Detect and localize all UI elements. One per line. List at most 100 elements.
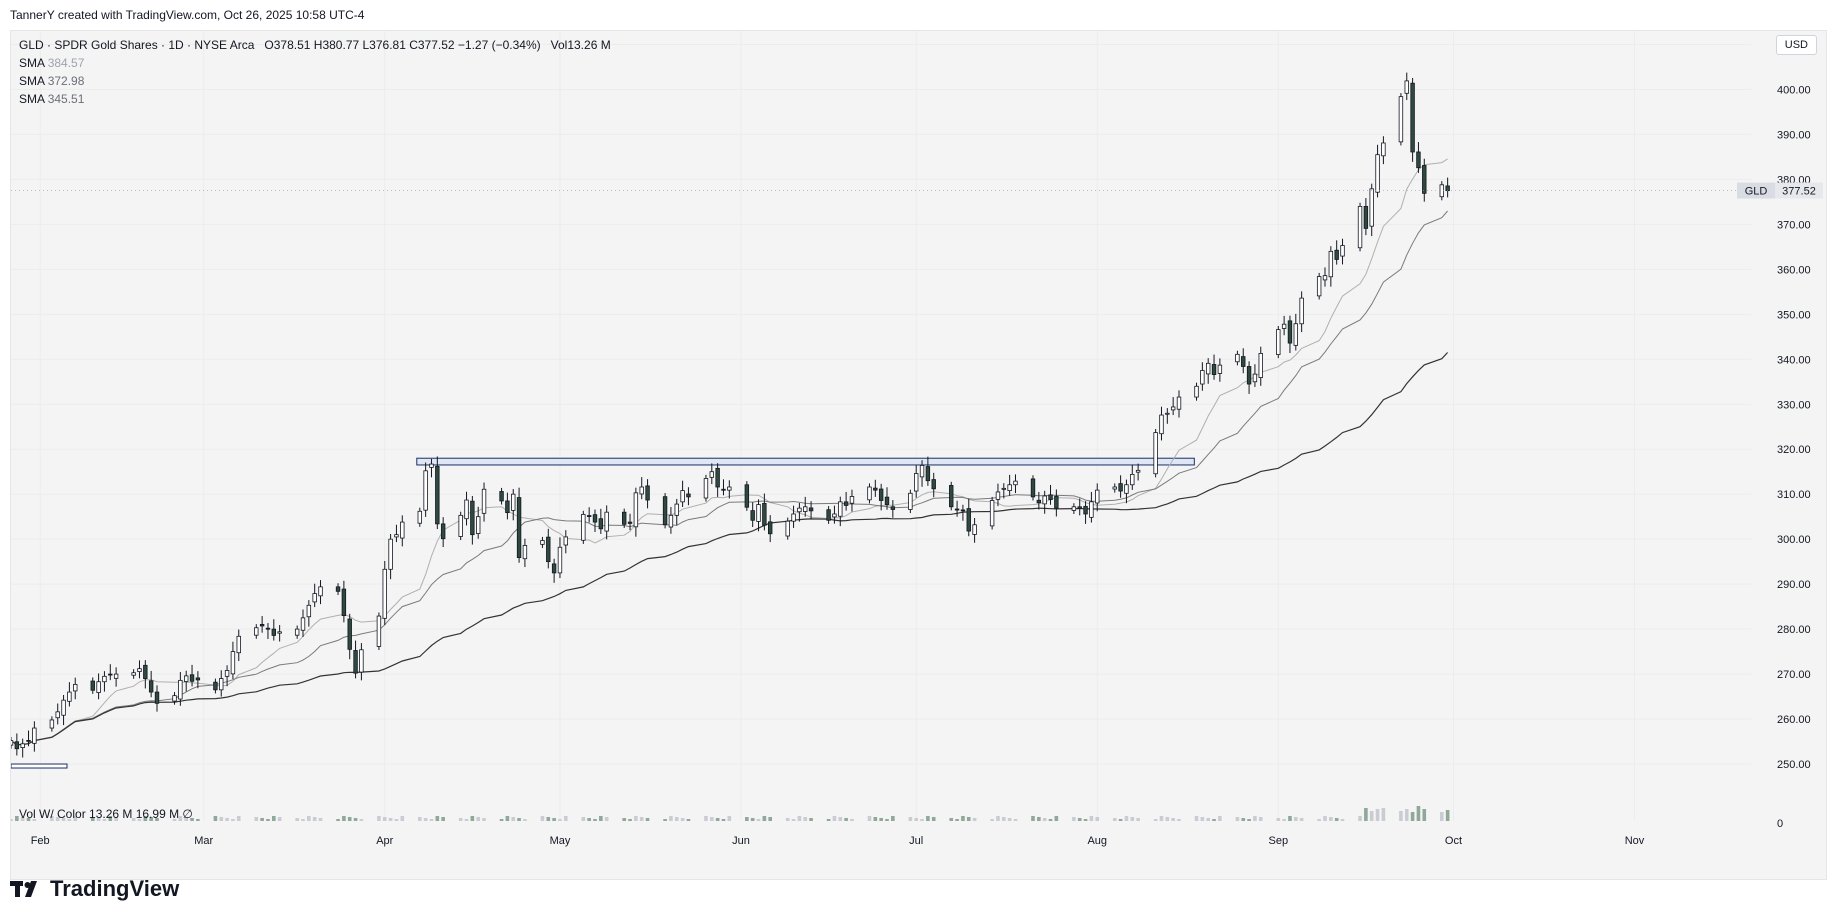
candle-body bbox=[265, 627, 271, 630]
candle-body bbox=[686, 493, 691, 498]
volume-bar bbox=[961, 816, 965, 821]
volume-bar bbox=[73, 816, 78, 821]
candle bbox=[803, 496, 808, 517]
candle bbox=[1416, 142, 1421, 173]
author-line: TannerY created with TradingView.com, Oc… bbox=[10, 8, 365, 22]
candle-body bbox=[826, 509, 831, 521]
candle bbox=[586, 507, 592, 523]
candle-body bbox=[1287, 320, 1293, 344]
candle bbox=[1153, 428, 1158, 478]
sma-legend-1[interactable]: SMA 384.57 bbox=[19, 54, 611, 72]
volume-bar bbox=[108, 816, 113, 821]
volume-bar bbox=[622, 818, 626, 821]
candle-body bbox=[131, 672, 136, 676]
candle-body bbox=[884, 496, 890, 505]
candle-body bbox=[49, 719, 55, 729]
candle-body bbox=[1211, 364, 1217, 375]
price-chart[interactable]: 250.00 260.00 270.00 280.00 290.00 300.00 310.… bbox=[11, 31, 1826, 879]
candle-body bbox=[914, 473, 919, 492]
candle-body bbox=[1322, 275, 1328, 281]
candle-body bbox=[481, 488, 487, 514]
candle-body bbox=[1001, 487, 1006, 490]
volume-bar bbox=[1118, 819, 1123, 821]
candle-body bbox=[1340, 245, 1345, 257]
candle bbox=[1241, 348, 1246, 374]
x-tick-label: Jun bbox=[732, 835, 750, 847]
volume-bar bbox=[429, 819, 434, 821]
chart-pane[interactable]: 250.00 260.00 270.00 280.00 290.00 300.00 310.… bbox=[10, 30, 1827, 880]
candle bbox=[458, 511, 463, 541]
candle-body bbox=[1042, 495, 1047, 505]
volume-bar bbox=[1247, 819, 1251, 821]
candle-body bbox=[803, 506, 808, 512]
candle-body bbox=[954, 508, 960, 511]
volume-bar bbox=[482, 818, 486, 821]
candle bbox=[1322, 267, 1328, 287]
sma-legend-3[interactable]: SMA 345.51 bbox=[19, 90, 611, 108]
candle bbox=[960, 504, 966, 521]
x-tick-label: Mar bbox=[194, 835, 213, 847]
candle-body bbox=[1054, 495, 1059, 509]
candle-body bbox=[1048, 494, 1053, 500]
volume-legend[interactable]: Vol W/ Color 13.26 M 16.99 M ∅ bbox=[19, 807, 193, 821]
candle bbox=[359, 643, 364, 681]
volume-bar bbox=[55, 817, 60, 821]
candle-body bbox=[557, 546, 563, 574]
candle bbox=[1001, 483, 1006, 499]
candle-body bbox=[762, 503, 767, 526]
candle bbox=[668, 507, 674, 534]
candle bbox=[762, 493, 767, 531]
tradingview-logo[interactable]: TradingView bbox=[10, 876, 179, 902]
volume-value: Vol13.26 M bbox=[550, 38, 611, 52]
y-tick-label: 270.00 bbox=[1777, 669, 1811, 681]
candle-body bbox=[1334, 249, 1339, 260]
volume-bar bbox=[599, 816, 603, 821]
candle-body bbox=[563, 536, 568, 546]
candle-body bbox=[306, 604, 312, 618]
candle bbox=[400, 515, 405, 547]
volume-bar bbox=[272, 816, 276, 821]
candle-body bbox=[931, 479, 936, 490]
candle-body bbox=[1246, 366, 1252, 385]
candle bbox=[347, 613, 352, 660]
candle-body bbox=[277, 631, 282, 634]
chart-legend: GLD · SPDR Gold Shares · 1D · NYSE Arca … bbox=[19, 36, 611, 108]
candle bbox=[32, 721, 37, 752]
currency-selector[interactable]: USD bbox=[1775, 35, 1817, 55]
candle-body bbox=[236, 635, 241, 654]
candle-body bbox=[511, 493, 516, 511]
candle bbox=[1030, 475, 1036, 501]
candle-body bbox=[20, 743, 25, 749]
candle bbox=[236, 629, 241, 662]
volume-bar bbox=[517, 818, 521, 821]
volume-bar bbox=[50, 816, 54, 821]
candle-body bbox=[312, 593, 317, 603]
candle bbox=[808, 501, 814, 520]
candle-body bbox=[627, 521, 633, 524]
candle bbox=[645, 479, 650, 509]
candle bbox=[1007, 474, 1012, 496]
candle bbox=[721, 479, 726, 496]
candle-body bbox=[551, 563, 557, 574]
candle-body bbox=[388, 538, 393, 570]
y-tick-label: 330.00 bbox=[1777, 399, 1811, 411]
volume-layer bbox=[11, 806, 1450, 821]
candle bbox=[1281, 315, 1287, 336]
candle-body bbox=[505, 500, 510, 514]
candle-body bbox=[1118, 483, 1123, 492]
candle bbox=[265, 623, 271, 639]
candle bbox=[785, 517, 790, 540]
candle bbox=[1135, 463, 1141, 481]
volume-bar bbox=[1323, 816, 1327, 821]
volume-bar bbox=[1083, 819, 1088, 821]
candle-body bbox=[721, 488, 726, 491]
symbol-legend-row[interactable]: GLD · SPDR Gold Shares · 1D · NYSE Arca … bbox=[19, 36, 611, 54]
candle bbox=[750, 502, 755, 528]
volume-bar bbox=[1235, 817, 1240, 821]
volume-bar bbox=[1042, 818, 1047, 821]
candle-body bbox=[172, 695, 177, 702]
volume-bar bbox=[143, 816, 148, 821]
sma-legend-2[interactable]: SMA 372.98 bbox=[19, 72, 611, 90]
candle-body bbox=[359, 649, 364, 673]
candle bbox=[376, 612, 382, 651]
